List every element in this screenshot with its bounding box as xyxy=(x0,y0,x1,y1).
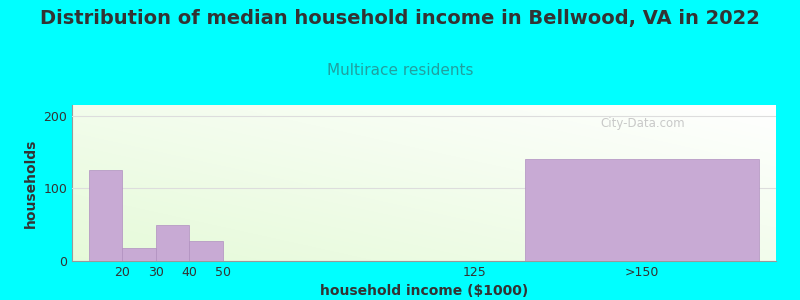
Y-axis label: households: households xyxy=(24,138,38,228)
X-axis label: household income ($1000): household income ($1000) xyxy=(320,284,528,298)
Bar xyxy=(122,248,156,261)
Bar xyxy=(525,159,759,261)
Bar xyxy=(89,170,122,261)
Text: City-Data.com: City-Data.com xyxy=(600,118,685,130)
Text: Distribution of median household income in Bellwood, VA in 2022: Distribution of median household income … xyxy=(40,9,760,28)
Bar xyxy=(190,242,223,261)
Bar xyxy=(156,225,190,261)
Text: Multirace residents: Multirace residents xyxy=(326,63,474,78)
